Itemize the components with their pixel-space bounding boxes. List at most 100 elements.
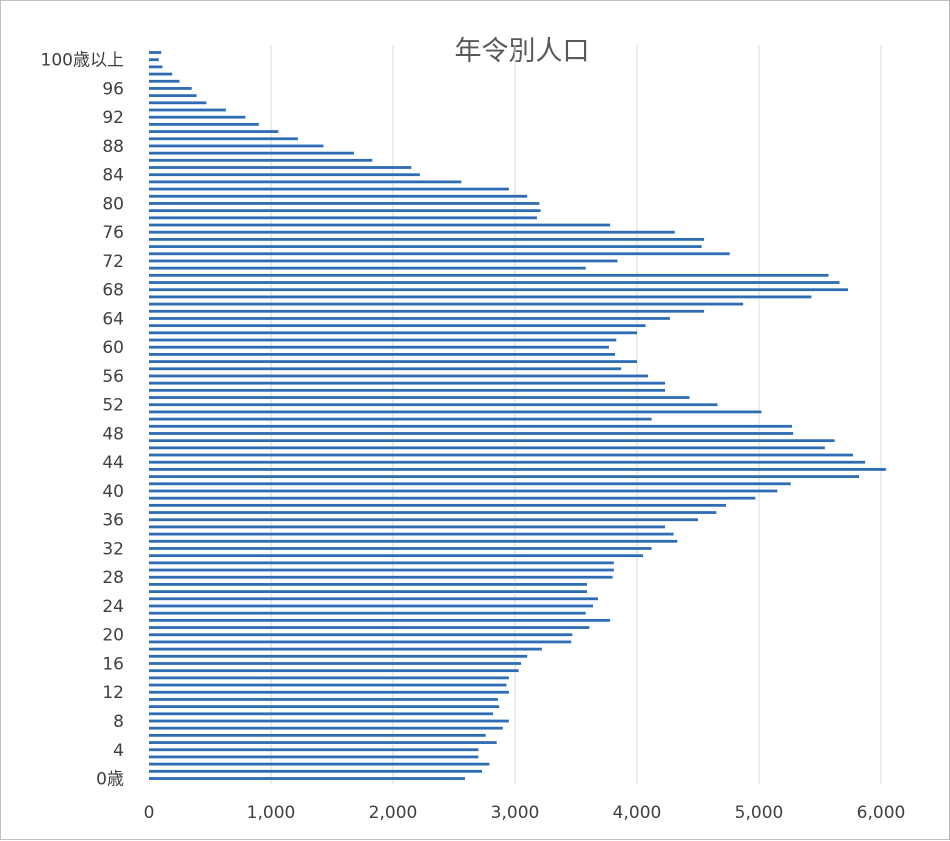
bar xyxy=(149,633,573,637)
y-tick-label: 76 xyxy=(102,223,124,243)
bar xyxy=(149,345,609,349)
bar xyxy=(149,583,587,586)
bar xyxy=(149,309,705,313)
bar xyxy=(149,381,666,385)
bar xyxy=(149,353,616,356)
y-tick-label: 24 xyxy=(102,597,124,617)
bar xyxy=(149,410,762,414)
bar xyxy=(149,561,614,565)
y-tick-label: 36 xyxy=(102,511,124,531)
bar xyxy=(149,87,192,90)
bar xyxy=(149,194,528,198)
y-tick-label: 52 xyxy=(102,396,124,416)
bar xyxy=(149,647,542,651)
bar xyxy=(149,719,509,723)
bar xyxy=(149,733,486,737)
bar xyxy=(149,101,207,105)
bar xyxy=(149,259,618,263)
bar xyxy=(149,597,598,601)
bar xyxy=(149,683,507,687)
bar xyxy=(149,769,483,773)
bar xyxy=(149,237,705,241)
bar xyxy=(149,475,860,478)
bar xyxy=(149,482,791,486)
bar xyxy=(149,374,648,378)
bar xyxy=(149,209,541,213)
bar xyxy=(149,654,528,658)
x-tick-label: 4,000 xyxy=(613,803,662,823)
bar xyxy=(149,640,572,644)
bar xyxy=(149,777,465,780)
y-axis-tick-labels: 0歳48121620242832364044485256606468727680… xyxy=(41,51,124,790)
bar xyxy=(149,51,162,54)
y-tick-label: 32 xyxy=(102,539,124,559)
bar xyxy=(149,676,509,680)
bar xyxy=(149,424,792,428)
x-tick-label: 6,000 xyxy=(857,803,906,823)
bar xyxy=(149,223,611,227)
bar xyxy=(149,575,613,579)
bar xyxy=(149,662,522,665)
bar xyxy=(149,158,373,162)
y-tick-label: 4 xyxy=(113,741,124,761)
bar xyxy=(149,108,226,112)
y-tick-label: 96 xyxy=(102,79,124,99)
bar xyxy=(149,72,173,76)
bar xyxy=(149,302,744,306)
bar xyxy=(149,712,494,716)
bar xyxy=(149,245,702,248)
bar xyxy=(149,94,197,98)
bar xyxy=(149,690,509,694)
bar xyxy=(149,360,637,363)
y-tick-label: 20 xyxy=(102,626,124,646)
bar xyxy=(149,266,586,270)
bar xyxy=(149,726,503,730)
bar xyxy=(149,618,611,622)
bar xyxy=(149,539,678,543)
bar xyxy=(149,496,756,500)
x-tick-label: 2,000 xyxy=(369,803,418,823)
bar xyxy=(149,403,718,407)
bar xyxy=(149,532,674,536)
y-tick-label: 0歳 xyxy=(96,770,124,790)
bar xyxy=(149,755,479,759)
bar xyxy=(149,173,420,177)
y-tick-label: 16 xyxy=(102,654,124,674)
bar xyxy=(149,396,690,399)
x-tick-label: 1,000 xyxy=(247,803,296,823)
bar xyxy=(149,115,246,119)
bar xyxy=(149,216,537,220)
bar xyxy=(149,273,829,277)
bar xyxy=(149,79,180,83)
bar xyxy=(149,741,497,744)
bar xyxy=(149,439,835,443)
y-tick-label: 40 xyxy=(102,482,124,502)
y-tick-label: 72 xyxy=(102,252,124,272)
y-tick-label: 12 xyxy=(102,683,124,703)
bars xyxy=(149,51,886,780)
bar xyxy=(149,669,519,673)
bar xyxy=(149,762,490,766)
x-axis-tick-labels: 0 1,000 2,000 3,000 4,000 5,000 6,000 xyxy=(144,803,906,823)
bar xyxy=(149,144,324,148)
bar xyxy=(149,417,652,421)
bar xyxy=(149,187,509,191)
bar xyxy=(149,698,498,701)
bar xyxy=(149,446,825,450)
x-tick-label: 5,000 xyxy=(735,803,784,823)
bar xyxy=(149,281,840,284)
bar xyxy=(149,460,866,464)
bar xyxy=(149,288,849,292)
y-tick-label: 80 xyxy=(102,194,124,214)
bar xyxy=(149,151,354,155)
bar xyxy=(149,705,500,709)
y-tick-label: 44 xyxy=(102,453,124,473)
y-tick-label: 28 xyxy=(102,568,124,588)
bar xyxy=(149,122,259,126)
y-tick-label: 56 xyxy=(102,367,124,387)
y-tick-label: 100歳以上 xyxy=(41,51,124,71)
y-tick-label: 68 xyxy=(102,281,124,301)
bar xyxy=(149,468,886,471)
x-tick-label: 0 xyxy=(144,803,155,823)
